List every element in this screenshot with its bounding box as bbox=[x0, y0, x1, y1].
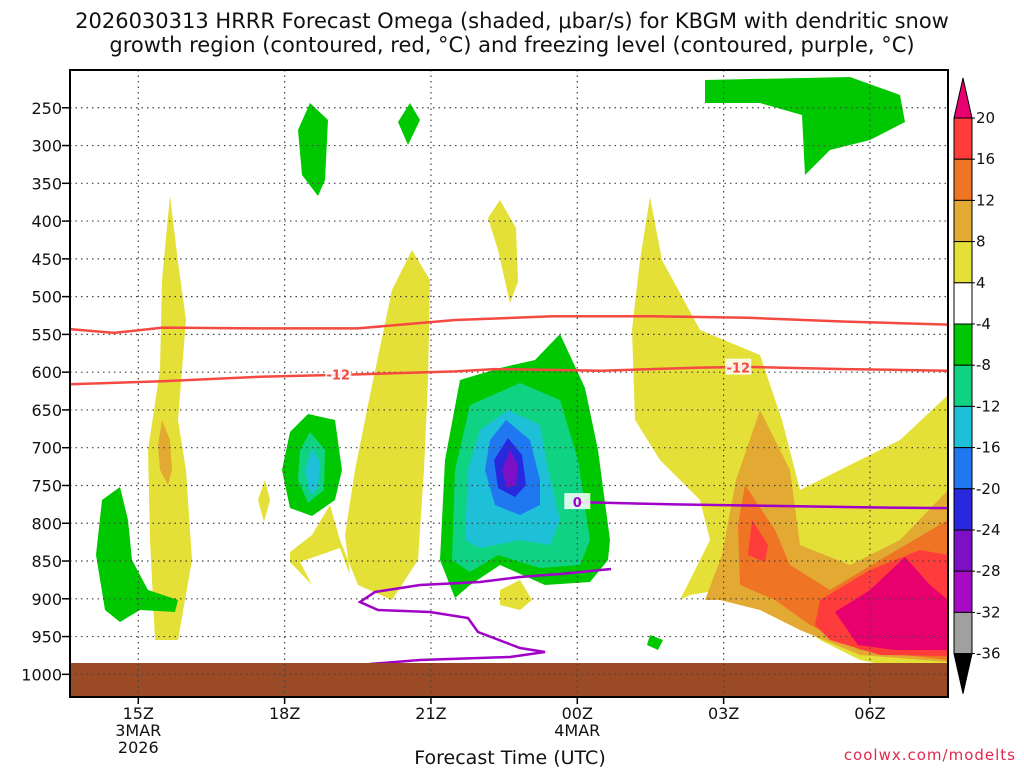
x-axis-label: Forecast Time (UTC) bbox=[414, 747, 605, 768]
y-tick-label: 550 bbox=[31, 325, 62, 344]
contour-line bbox=[69, 315, 949, 335]
colorbar-label: 20 bbox=[976, 109, 995, 127]
descent-region-cyan bbox=[305, 448, 320, 495]
colorbar-swatch bbox=[953, 570, 973, 613]
ascent-region-yellow bbox=[258, 480, 270, 522]
colorbar-label: -20 bbox=[976, 480, 1001, 498]
y-tick-label: 750 bbox=[31, 476, 62, 495]
descent-region-green bbox=[705, 77, 905, 175]
omega-shading bbox=[96, 77, 948, 668]
ascent-region-yellow bbox=[500, 580, 532, 610]
grid-lines bbox=[70, 70, 948, 697]
y-tick-label: 350 bbox=[31, 174, 62, 193]
colorbar-swatch bbox=[953, 488, 973, 531]
y-tick-label: 900 bbox=[31, 590, 62, 609]
colorbar-swatch bbox=[953, 447, 973, 490]
colorbar-swatch bbox=[953, 158, 973, 201]
x-tick-label: 06Z bbox=[854, 704, 885, 723]
contour-lines: -12 -12 0 bbox=[69, 315, 949, 511]
colorbar-label: -36 bbox=[976, 645, 1001, 663]
colorbar-swatch bbox=[953, 405, 973, 449]
chart-title-line2: growth region (contoured, red, °C) and f… bbox=[109, 33, 914, 57]
contour-label-bg bbox=[325, 365, 352, 382]
y-tick-label: 1000 bbox=[21, 665, 62, 684]
descent-region-green bbox=[398, 103, 420, 145]
y-axis: 250 300 350 400 450 500 550 600 650 700 750 800 850 9… bbox=[21, 99, 70, 684]
surface-terrain bbox=[70, 663, 948, 697]
colorbar: 20 16 12 8 4 -4 -8 -12 -16 -20 -24 -28 -32 -36 bbox=[953, 77, 1001, 694]
contour-label: -12 bbox=[727, 362, 751, 377]
colorbar-swatch bbox=[953, 364, 973, 407]
y-tick-label: 300 bbox=[31, 137, 62, 156]
colorbar-label: -8 bbox=[976, 356, 991, 374]
colorbar-swatch bbox=[953, 117, 973, 160]
y-tick-label: 650 bbox=[31, 401, 62, 420]
colorbar-label: -24 bbox=[976, 521, 1001, 539]
x-tick-label: 3MAR bbox=[115, 721, 161, 740]
colorbar-label: 8 bbox=[976, 233, 986, 251]
descent-region-green bbox=[298, 103, 328, 196]
colorbar-swatch bbox=[953, 529, 973, 572]
contour-line bbox=[577, 500, 949, 510]
descent-region-green bbox=[647, 635, 663, 650]
ascent-region-magenta bbox=[835, 557, 948, 650]
colorbar-label: 12 bbox=[976, 191, 995, 209]
x-tick-label: 00Z bbox=[562, 704, 593, 723]
ascent-region-yellow bbox=[290, 250, 430, 600]
y-tick-label: 950 bbox=[31, 628, 62, 647]
y-tick-label: 600 bbox=[31, 363, 62, 382]
ascent-region-gold bbox=[158, 420, 172, 485]
plot-frame bbox=[69, 69, 949, 698]
ascent-region-red bbox=[748, 520, 768, 562]
descent-region-purple bbox=[502, 450, 518, 488]
colorbar-swatch bbox=[953, 323, 973, 366]
y-tick-label: 400 bbox=[31, 212, 62, 231]
colorbar-label: -4 bbox=[976, 315, 991, 333]
y-tick-label: 800 bbox=[31, 514, 62, 533]
colorbar-label: -16 bbox=[976, 439, 1001, 457]
colorbar-swatch bbox=[953, 241, 973, 284]
colorbar-label: -12 bbox=[976, 397, 1001, 415]
freezing-level-loop bbox=[357, 567, 612, 666]
contour-label-bg bbox=[725, 358, 752, 375]
x-tick-label: 2026 bbox=[118, 738, 159, 757]
y-tick-label: 500 bbox=[31, 288, 62, 307]
contour-label: 0 bbox=[573, 496, 582, 511]
ascent-region-yellow bbox=[148, 196, 192, 640]
chart-title-line1: 2026030313 HRRR Forecast Omega (shaded, … bbox=[75, 9, 949, 33]
y-tick-label: 850 bbox=[31, 552, 62, 571]
x-tick-label: 18Z bbox=[269, 704, 300, 723]
colorbar-label: 16 bbox=[976, 150, 995, 168]
y-tick-label: 700 bbox=[31, 439, 62, 458]
ascent-region-yellow bbox=[488, 200, 518, 303]
colorbar-top-arrow bbox=[953, 77, 973, 119]
colorbar-swatch bbox=[953, 199, 973, 243]
colorbar-bottom-arrow bbox=[953, 653, 973, 694]
ascent-region-yellow bbox=[632, 197, 948, 668]
descent-region-green bbox=[96, 487, 178, 622]
x-tick-label: 15Z bbox=[123, 704, 154, 723]
y-tick-label: 450 bbox=[31, 250, 62, 269]
x-tick-label: 4MAR bbox=[554, 721, 600, 740]
colorbar-swatch bbox=[953, 611, 973, 655]
contour-label: -12 bbox=[327, 368, 351, 383]
colorbar-label: -28 bbox=[976, 562, 1001, 580]
colorbar-label: 4 bbox=[976, 274, 986, 292]
x-tick-label: 21Z bbox=[415, 704, 446, 723]
credit-text: coolwx.com/modelts bbox=[844, 746, 1016, 764]
contour-label-bg bbox=[564, 493, 591, 510]
x-tick-label: 03Z bbox=[708, 704, 739, 723]
y-tick-label: 250 bbox=[31, 99, 62, 118]
contour-line bbox=[69, 365, 949, 386]
colorbar-label: -32 bbox=[976, 603, 1001, 621]
colorbar-swatch bbox=[953, 282, 973, 325]
plot-area bbox=[70, 77, 948, 697]
